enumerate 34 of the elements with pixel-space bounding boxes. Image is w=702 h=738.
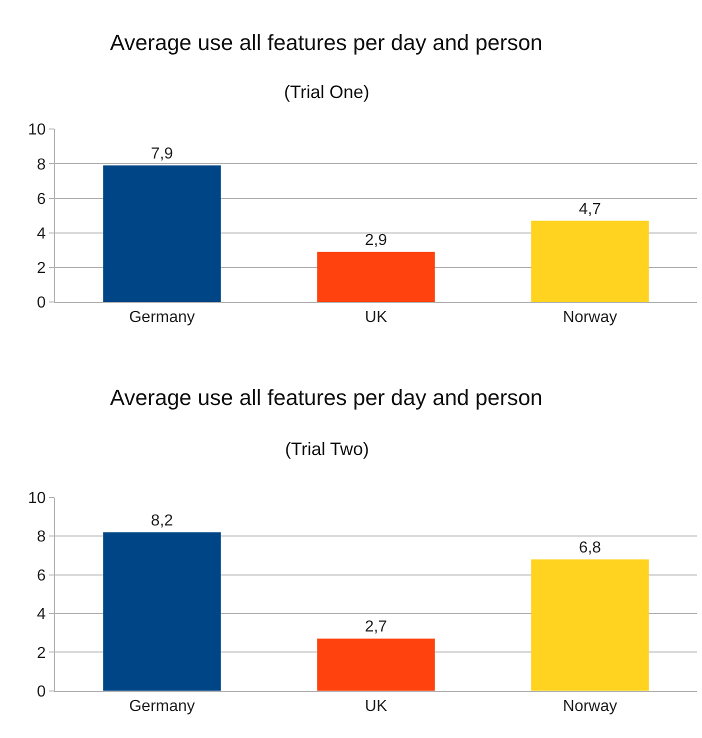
data-label: 7,9	[150, 145, 174, 162]
y-tick-label: 10	[28, 122, 46, 139]
y-tick-label: 4	[36, 225, 46, 242]
bar	[531, 220, 649, 302]
x-tick-label: Germany	[129, 309, 195, 326]
y-tick-label: 2	[36, 260, 46, 278]
x-tick-label: Norway	[562, 698, 618, 716]
data-label: 4,7	[578, 200, 602, 218]
y-tick-label: 2	[36, 644, 46, 662]
bar	[103, 165, 221, 302]
chart-subtitle: (Trial One)	[284, 82, 370, 102]
x-tick-label: UK	[364, 698, 388, 716]
bar	[531, 559, 649, 691]
chart-subtitle: (Trial Two)	[285, 439, 370, 459]
y-tick-label: 10	[28, 490, 46, 508]
y-tick-label: 0	[36, 294, 46, 312]
x-tick-label: Germany	[129, 698, 195, 716]
y-tick-label: 8	[36, 156, 46, 174]
data-label: 2,9	[364, 232, 388, 249]
y-tick-label: 6	[36, 567, 46, 584]
chart-title: Average use all features per day and person	[110, 30, 543, 55]
data-label: 8,2	[150, 512, 174, 530]
y-tick-label: 4	[36, 606, 46, 624]
y-tick-label: 6	[36, 190, 46, 208]
data-label: 6,8	[578, 539, 602, 556]
bar	[317, 638, 435, 691]
data-label: 2,7	[364, 618, 388, 636]
x-tick-label: UK	[364, 309, 388, 326]
bar	[317, 252, 435, 302]
y-tick-label: 0	[36, 683, 46, 700]
chart-title: Average use all features per day and person	[110, 385, 543, 410]
bar	[103, 532, 221, 691]
x-tick-label: Norway	[562, 309, 618, 326]
y-tick-label: 8	[36, 528, 46, 546]
